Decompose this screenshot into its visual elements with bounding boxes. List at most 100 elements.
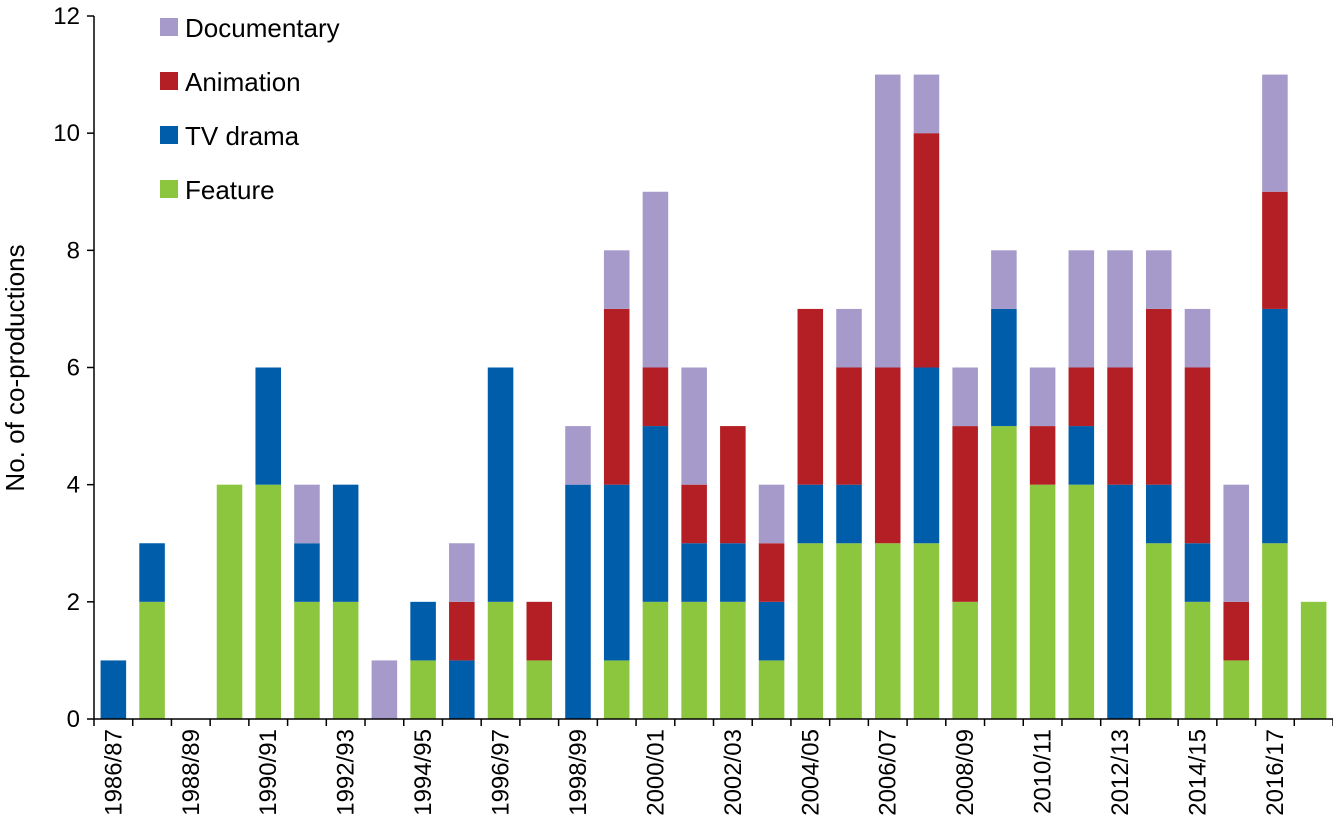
bar-segment-documentary <box>1223 484 1249 602</box>
x-tick-label: 2016/17 <box>1262 729 1289 816</box>
x-ticks-group: 1986/87 1988/89 1990/91 1992/93 1994/95 1996/… <box>93 719 1333 816</box>
bar-segment-feature <box>913 543 940 719</box>
x-tick-label: 2008/09 <box>952 729 979 816</box>
bar-segment-animation <box>1223 601 1249 661</box>
y-tick-label: 8 <box>67 237 80 264</box>
bar-segment-tv-drama <box>255 367 282 485</box>
x-tick-label: 2006/07 <box>875 729 902 816</box>
bar-segment-documentary <box>1145 250 1172 309</box>
y-ticks-group: 0 2 4 6 8 10 12 <box>53 3 94 733</box>
bar-segment-animation <box>1145 308 1172 485</box>
bar-segment-feature <box>487 601 514 719</box>
bar-segment-documentary <box>952 367 978 427</box>
x-tick-label: 2010/11 <box>1030 729 1057 814</box>
x-tick-label: 2000/01 <box>642 729 669 816</box>
bar-segment-feature <box>410 660 436 719</box>
x-tick-label: 2004/05 <box>797 729 824 816</box>
legend: Documentary Animation TV drama Feature <box>160 13 340 205</box>
bar-segment-animation <box>913 133 940 368</box>
bar-segment-documentary <box>1107 250 1133 368</box>
bar-segment-feature <box>874 543 901 719</box>
bar-segment-documentary <box>1184 308 1211 368</box>
bar-segment-documentary <box>874 74 901 368</box>
bar-segment-feature <box>603 660 630 719</box>
bar-segment-documentary <box>371 660 398 719</box>
bar-segment-tv-drama <box>1262 308 1288 544</box>
bar-segment-feature <box>836 543 862 719</box>
bar-segment-animation <box>952 426 978 602</box>
y-tick-label: 10 <box>53 120 80 147</box>
bar-segment-tv-drama <box>1184 543 1211 602</box>
bar-segment-documentary <box>758 484 785 544</box>
bar-segment-animation <box>874 367 901 544</box>
bar-segment-tv-drama <box>1068 426 1095 485</box>
bar-segment-animation <box>758 543 785 602</box>
y-tick-label: 0 <box>67 706 80 733</box>
bar-segment-feature <box>1300 601 1327 719</box>
x-tick-label: 2014/15 <box>1184 729 1211 816</box>
bar-segment-documentary <box>836 308 862 368</box>
bar-segment-documentary <box>642 191 669 368</box>
legend-swatch-feature <box>160 180 178 198</box>
bar-segment-tv-drama <box>913 367 940 544</box>
bar-segment-documentary <box>1068 250 1095 368</box>
x-tick-label: 2012/13 <box>1107 729 1134 816</box>
x-tick-label: 1998/99 <box>565 729 592 816</box>
bar-segment-tv-drama <box>449 660 475 719</box>
bar-segment-animation <box>720 426 746 544</box>
y-axis-title: No. of co-productions <box>0 244 30 491</box>
bar-segment-feature <box>1223 660 1249 719</box>
bars-group <box>100 74 1327 719</box>
bar-segment-animation <box>603 308 630 485</box>
bar-segment-tv-drama <box>487 367 514 602</box>
bar-segment-feature <box>991 426 1017 719</box>
bar-segment-feature <box>1262 543 1288 719</box>
bar-segment-tv-drama <box>294 543 320 602</box>
bar-segment-feature <box>1184 601 1211 719</box>
bar-segment-documentary <box>913 74 940 134</box>
bar-segment-feature <box>139 601 165 719</box>
bar-segment-feature <box>681 601 707 719</box>
bar-segment-documentary <box>294 484 320 544</box>
bar-segment-animation <box>1107 367 1133 485</box>
bar-segment-animation <box>1068 367 1095 427</box>
bar-segment-tv-drama <box>642 426 669 602</box>
bar-segment-tv-drama <box>991 308 1017 427</box>
x-tick-label: 2002/03 <box>720 729 747 816</box>
bar-segment-tv-drama <box>565 484 591 719</box>
bar-segment-documentary <box>603 250 630 309</box>
bar-segment-documentary <box>681 367 707 485</box>
y-tick-label: 2 <box>67 589 80 616</box>
bar-segment-animation <box>1029 426 1056 485</box>
bar-segment-animation <box>1184 367 1211 544</box>
bar-segment-animation <box>836 367 862 485</box>
bar-segment-animation <box>526 601 553 661</box>
bar-segment-feature <box>642 601 669 719</box>
y-tick-label: 12 <box>53 3 80 30</box>
y-tick-label: 6 <box>67 355 80 382</box>
bar-segment-animation <box>1262 191 1288 309</box>
bar-segment-feature <box>720 601 746 719</box>
legend-swatch-tv-drama <box>160 126 178 144</box>
bar-segment-tv-drama <box>758 601 785 661</box>
bar-segment-feature <box>294 601 320 719</box>
bar-segment-feature <box>797 543 824 719</box>
bar-segment-animation <box>797 308 824 485</box>
bar-segment-tv-drama <box>139 543 165 602</box>
x-tick-label: 1986/87 <box>100 729 127 816</box>
bar-segment-feature <box>526 660 553 719</box>
bar-segment-documentary <box>1029 367 1056 427</box>
bar-segment-feature <box>332 601 359 719</box>
bar-segment-animation <box>681 484 707 544</box>
bar-segment-documentary <box>1262 74 1288 192</box>
y-tick-label: 4 <box>67 472 80 499</box>
bar-segment-feature <box>216 484 243 719</box>
bar-segment-animation <box>449 601 475 661</box>
bar-segment-documentary <box>449 543 475 602</box>
bar-segment-feature <box>758 660 785 719</box>
x-tick-label: 1996/97 <box>488 729 515 816</box>
bar-segment-documentary <box>991 250 1017 309</box>
bar-segment-tv-drama <box>720 543 746 602</box>
bar-segment-tv-drama <box>100 660 127 719</box>
